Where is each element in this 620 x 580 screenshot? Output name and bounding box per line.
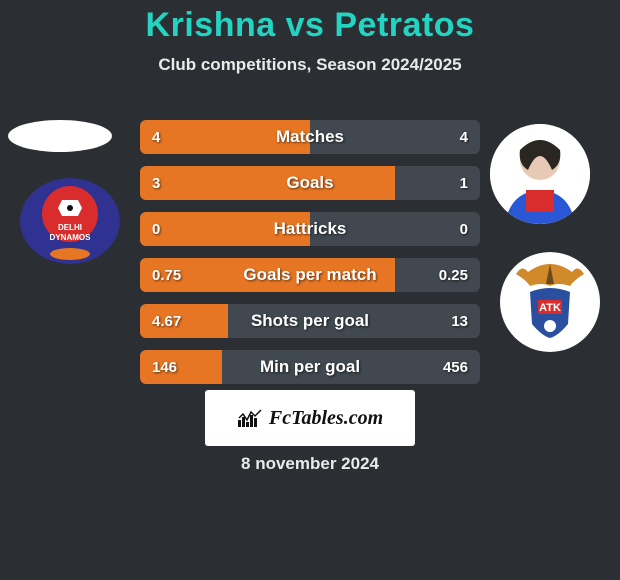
atk-badge-icon: ATK (498, 252, 602, 352)
delhi-dynamos-badge-icon: DELHI DYNAMOS (20, 178, 120, 264)
stat-row-goals: 31Goals (140, 166, 480, 200)
stat-row-min-per-goal: 146456Min per goal (140, 350, 480, 384)
stat-row-matches: 44Matches (140, 120, 480, 154)
badge-label-top: DELHI (58, 223, 82, 232)
player2-avatar (490, 124, 590, 224)
page-title: Krishna vs Petratos (0, 0, 620, 45)
stat-row-hattricks: 00Hattricks (140, 212, 480, 246)
stat-label: Goals per match (140, 265, 480, 285)
title-vs: vs (286, 6, 325, 44)
stat-label: Min per goal (140, 357, 480, 377)
stat-row-goals-per-match: 0.750.25Goals per match (140, 258, 480, 292)
player1-club-badge: DELHI DYNAMOS (20, 178, 120, 264)
sparkline-icon (237, 408, 263, 428)
title-player1: Krishna (146, 6, 276, 44)
avatar-placeholder-icon (490, 124, 590, 224)
stat-label: Goals (140, 173, 480, 193)
stat-label: Shots per goal (140, 311, 480, 331)
stat-label: Matches (140, 127, 480, 147)
player1-avatar (8, 120, 112, 152)
subtitle: Club competitions, Season 2024/2025 (0, 55, 620, 75)
watermark-text: FcTables.com (269, 407, 383, 430)
player2-club-badge: ATK (498, 252, 602, 352)
stat-row-shots-per-goal: 4.6713Shots per goal (140, 304, 480, 338)
date-caption: 8 november 2024 (0, 454, 620, 474)
badge-label: ATK (539, 302, 561, 314)
comparison-chart: 44Matches 31Goals 00Hattricks 0.750.25Goals… (140, 120, 480, 396)
stat-label: Hattricks (140, 219, 480, 239)
badge-label-bottom: DYNAMOS (50, 233, 92, 242)
watermark: FcTables.com (205, 390, 415, 446)
title-player2: Petratos (334, 6, 474, 44)
